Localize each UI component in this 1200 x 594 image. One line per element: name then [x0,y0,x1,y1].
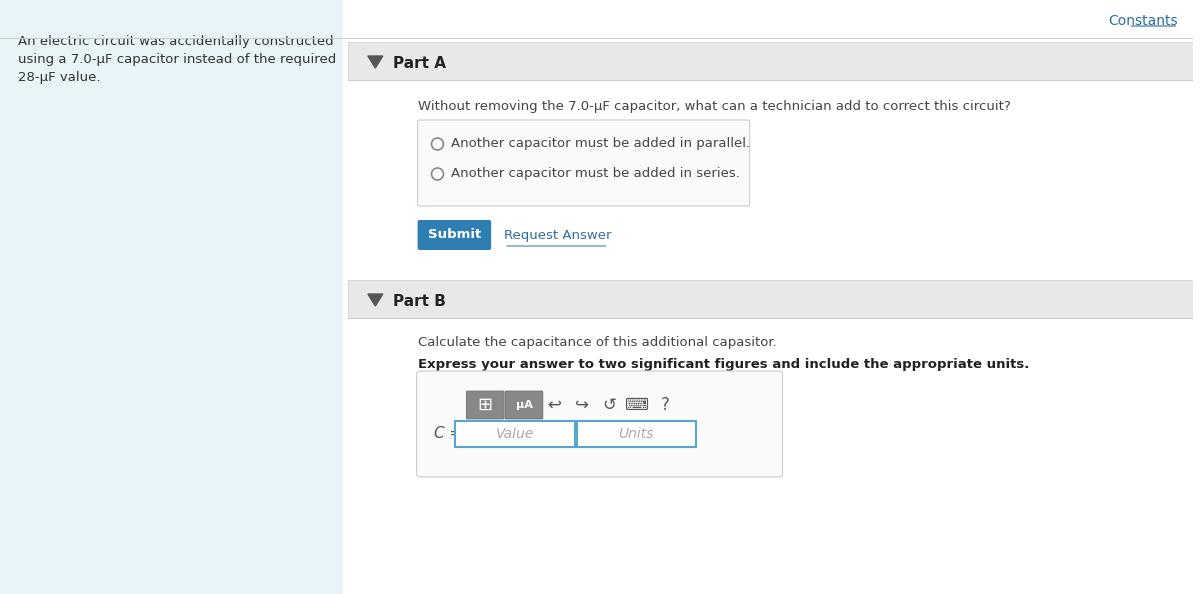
Text: Express your answer to two significant figures and include the appropriate units: Express your answer to two significant f… [418,358,1028,371]
FancyBboxPatch shape [418,120,750,206]
FancyBboxPatch shape [0,0,343,594]
Text: Units: Units [618,427,654,441]
FancyBboxPatch shape [467,391,504,419]
Text: Submit: Submit [427,229,481,242]
FancyBboxPatch shape [505,391,542,419]
Text: µA: µA [516,400,533,410]
FancyBboxPatch shape [416,371,782,477]
Text: ↩: ↩ [547,396,560,414]
Text: ⌨: ⌨ [625,396,649,414]
Text: Value: Value [496,427,534,441]
Text: An electric circuit was accidentally constructed
using a 7.0-μF capacitor instea: An electric circuit was accidentally con… [18,35,336,84]
Text: Another capacitor must be added in parallel.: Another capacitor must be added in paral… [451,137,750,150]
Text: Constants: Constants [1109,14,1178,28]
FancyBboxPatch shape [348,280,1193,318]
Text: Another capacitor must be added in series.: Another capacitor must be added in serie… [451,168,740,181]
Text: ⊞: ⊞ [478,396,493,414]
FancyBboxPatch shape [455,421,575,447]
Text: Request Answer: Request Answer [504,229,612,242]
Text: ?: ? [661,396,670,414]
Text: ↺: ↺ [602,396,617,414]
Text: C =: C = [433,426,462,441]
Text: Without removing the 7.0-μF capacitor, what can a technician add to correct this: Without removing the 7.0-μF capacitor, w… [418,100,1010,113]
Polygon shape [368,294,383,306]
Text: Calculate the capacitance of this additional capasitor.: Calculate the capacitance of this additi… [418,336,776,349]
Text: ↪: ↪ [575,396,588,414]
Text: Part B: Part B [392,293,445,308]
Polygon shape [368,56,383,68]
Text: Part A: Part A [392,55,445,71]
FancyBboxPatch shape [348,42,1193,80]
FancyBboxPatch shape [418,220,491,250]
FancyBboxPatch shape [577,421,696,447]
